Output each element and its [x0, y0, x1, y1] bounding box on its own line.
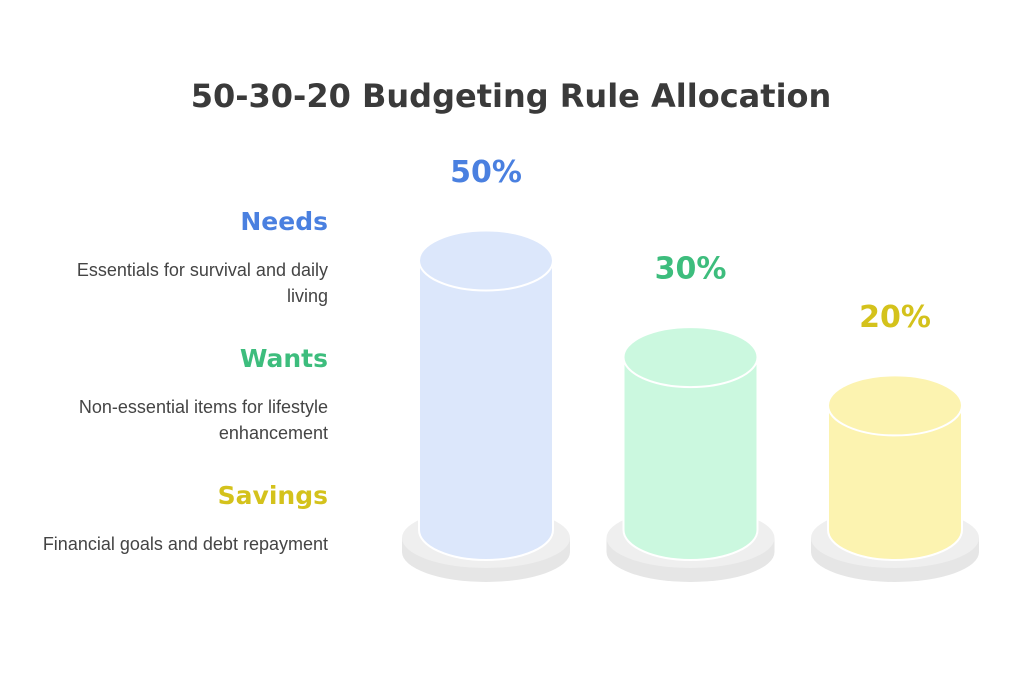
cylinder-top	[622, 326, 759, 389]
value-label: 50%	[450, 155, 522, 190]
chart-title: 50-30-20 Budgeting Rule Allocation	[191, 77, 832, 115]
category-description: Essentials for survival and daily living	[76, 260, 328, 306]
category-label: Savings	[217, 481, 328, 510]
category-description: Non-essential items for lifestyle enhanc…	[78, 397, 328, 443]
cylinder	[419, 260, 553, 530]
cylinder-top	[827, 374, 963, 437]
value-label: 20%	[859, 300, 931, 335]
category-description: Financial goals and debt repayment	[42, 534, 328, 554]
category-label: Wants	[239, 344, 328, 373]
cylinder-top	[418, 229, 554, 292]
value-label: 30%	[655, 252, 727, 287]
category-label: Needs	[240, 207, 328, 236]
